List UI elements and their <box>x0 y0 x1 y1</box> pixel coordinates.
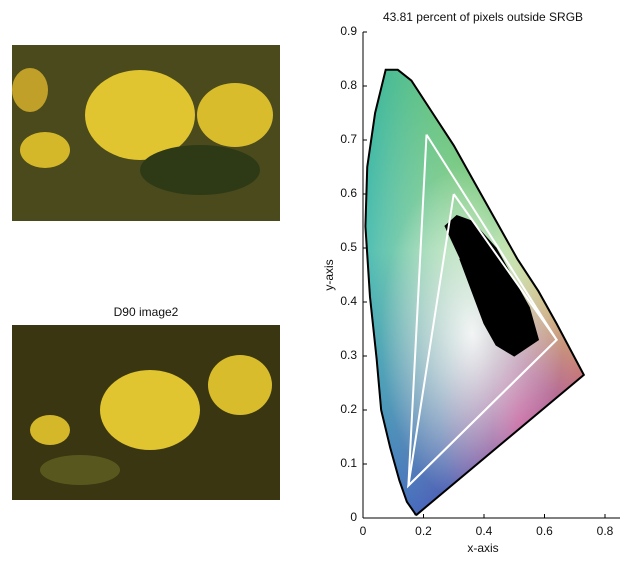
y-tick-label: 0.8 <box>340 78 357 92</box>
y-tick-label: 0.5 <box>340 240 357 254</box>
image-title: D90 image2 <box>114 305 179 319</box>
figure: D90 image2 43.81 percent of pixels outsi… <box>0 0 624 560</box>
x-tick-label: 0.8 <box>597 524 614 538</box>
y-tick-label: 0.7 <box>340 132 357 146</box>
x-axis-label: x-axis <box>467 541 498 555</box>
x-tick-label: 0.6 <box>536 524 553 538</box>
x-tick-label: 0.4 <box>476 524 493 538</box>
y-tick-label: 0.4 <box>340 294 357 308</box>
y-tick-label: 0.6 <box>340 186 357 200</box>
y-tick-label: 0.2 <box>340 402 357 416</box>
y-axis-label: y-axis <box>322 259 336 290</box>
y-tick-label: 0.3 <box>340 348 357 362</box>
x-tick-label: 0.2 <box>415 524 432 538</box>
page: D90 image2 43.81 percent of pixels outsi… <box>0 0 624 565</box>
y-tick-label: 0 <box>350 510 357 524</box>
bottom-photo <box>12 325 280 500</box>
y-tick-label: 0.1 <box>340 456 357 470</box>
x-tick-label: 0 <box>360 524 367 538</box>
y-tick-label: 0.9 <box>340 24 357 38</box>
top-photo <box>12 45 280 221</box>
chart-title: 43.81 percent of pixels outside SRGB <box>383 10 583 24</box>
